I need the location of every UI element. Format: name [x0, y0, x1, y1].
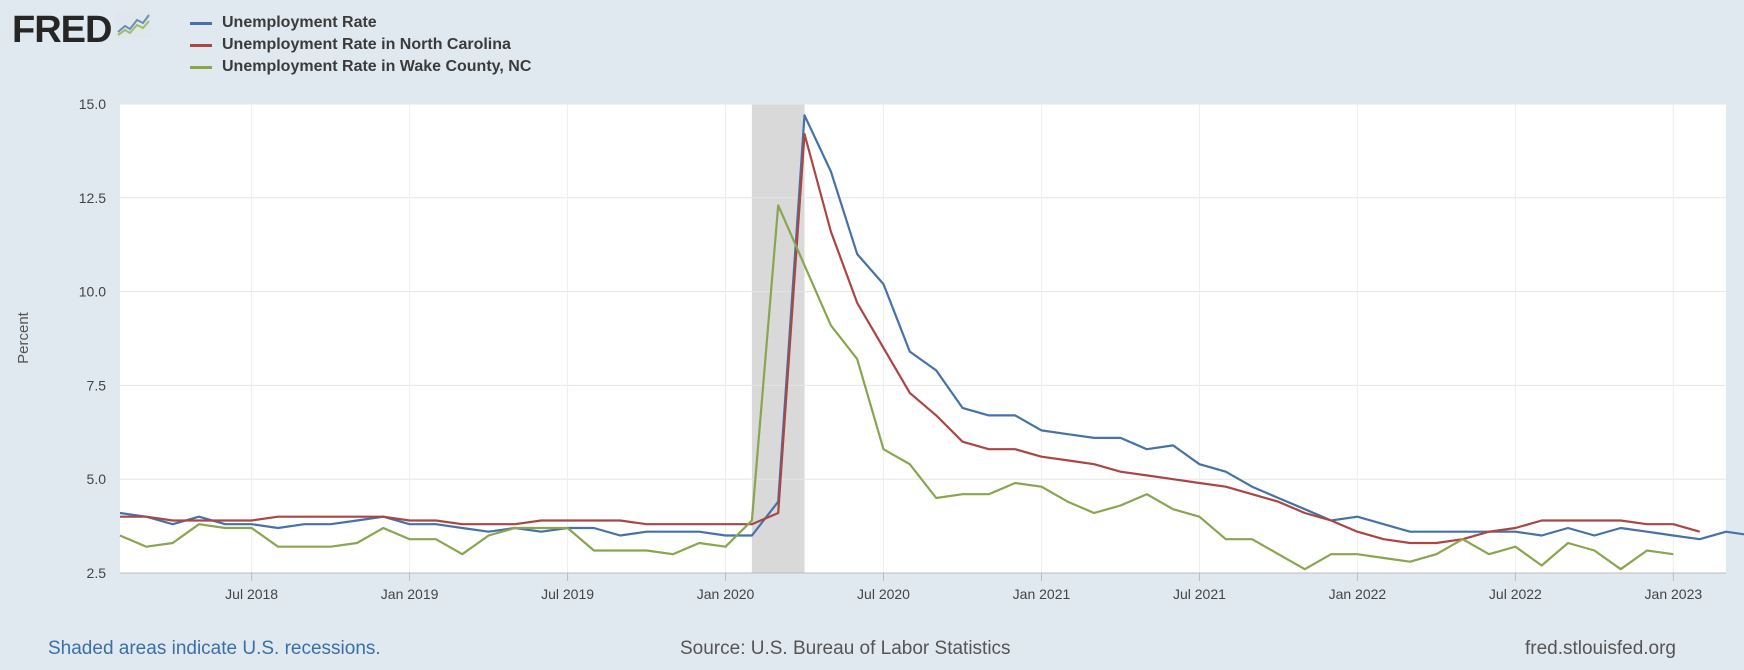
fred-logo-text: FRED — [12, 9, 112, 51]
legend-label: Unemployment Rate — [222, 14, 377, 31]
y-axis-label: Percent — [15, 311, 32, 364]
y-tick-label: 2.5 — [87, 565, 107, 581]
y-tick-label: 15.0 — [79, 96, 106, 112]
legend-label: Unemployment Rate in North Carolina — [222, 36, 511, 53]
series-lines — [119, 114, 1744, 571]
legend-swatch-blue — [190, 21, 212, 25]
grid-lines — [120, 103, 1726, 574]
line-chart[interactable]: 2.55.07.510.012.515.0 Jul 2018 Jan 2019 Ju… — [0, 90, 1744, 630]
y-tick-label: 7.5 — [87, 377, 107, 393]
line-chart-icon — [115, 12, 152, 43]
series-line-1[interactable] — [120, 132, 1701, 545]
x-axis: Jul 2018 Jan 2019 Jul 2019 Jan 2020 Jul 2020… — [120, 572, 1726, 602]
x-tick-label: Jul 2021 — [1173, 586, 1226, 602]
x-tick-label: Jul 2020 — [857, 586, 910, 602]
x-tick-label: Jan 2020 — [697, 586, 755, 602]
x-tick-label: Jan 2019 — [381, 586, 439, 602]
chart-legend: Unemployment Rate Unemployment Rate in N… — [190, 12, 531, 78]
x-tick-label: Jul 2022 — [1489, 586, 1542, 602]
x-tick-label: Jul 2019 — [541, 586, 594, 602]
chart-footer: Shaded areas indicate U.S. recessions. S… — [0, 636, 1744, 666]
legend-swatch-green — [190, 65, 212, 69]
legend-item-wake-county[interactable]: Unemployment Rate in Wake County, NC — [190, 56, 531, 78]
y-tick-label: 10.0 — [79, 284, 106, 300]
x-tick-label: Jan 2023 — [1645, 586, 1703, 602]
y-tick-label: 12.5 — [79, 190, 106, 206]
x-tick-label: Jan 2022 — [1329, 586, 1387, 602]
series-line-2[interactable] — [119, 204, 1674, 571]
chart-header: FRED Unemployment Rate Unemployment Rate… — [0, 0, 1744, 90]
legend-item-unemployment-rate[interactable]: Unemployment Rate — [190, 12, 531, 34]
fred-logo[interactable]: FRED — [12, 8, 152, 52]
x-tick-label: Jul 2018 — [225, 586, 278, 602]
x-tick-label: Jan 2021 — [1013, 586, 1071, 602]
legend-swatch-red — [190, 43, 212, 47]
legend-item-north-carolina[interactable]: Unemployment Rate in North Carolina — [190, 34, 531, 56]
y-axis: 2.5 5.0 7.5 10.0 12.5 15.0 — [79, 96, 106, 581]
source-text: Source: U.S. Bureau of Labor Statistics — [680, 638, 1011, 659]
y-tick-label: 5.0 — [87, 471, 107, 487]
legend-label: Unemployment Rate in Wake County, NC — [222, 58, 532, 75]
site-url[interactable]: fred.stlouisfed.org — [1524, 638, 1676, 659]
recession-note-link[interactable]: Shaded areas indicate U.S. recessions. — [48, 638, 381, 659]
plot-background — [120, 104, 1726, 573]
series-line-0[interactable] — [119, 114, 1744, 541]
chart-area: 2.5 5.0 7.5 10.0 12.5 15.0 Jul 2018 Jan 2019 Ju… — [0, 90, 1744, 630]
